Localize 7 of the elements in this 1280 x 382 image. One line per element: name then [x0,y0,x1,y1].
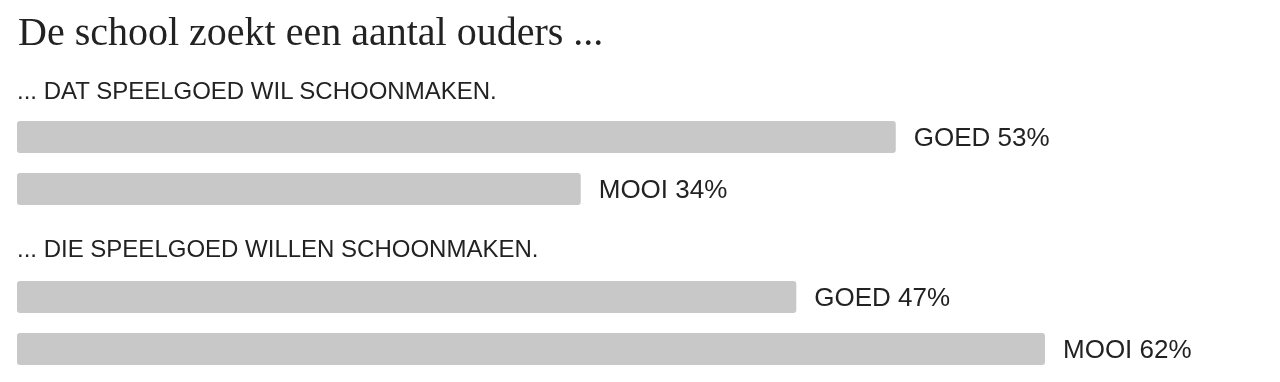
data-label: MOOI 62% [1063,334,1192,365]
data-label: GOED 47% [814,282,951,313]
data-label: MOOI 34% [598,174,728,205]
chart-title: De school zoekt een aantal ouders ... [18,9,604,54]
annotation: ... DAT SPEELGOED WIL SCHOONMAKEN. [17,76,497,106]
annotation: ... DIE SPEELGOED WILLEN SCHOONMAKEN. [17,234,539,264]
data-label: GOED 53% [913,122,1050,153]
